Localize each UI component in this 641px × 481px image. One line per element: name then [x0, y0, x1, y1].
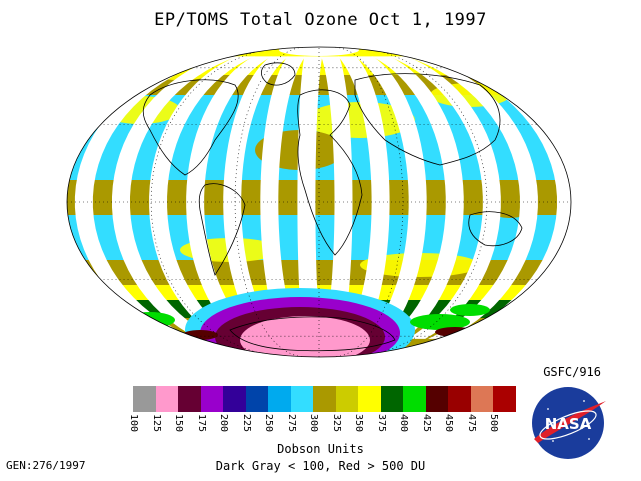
coastline — [260, 62, 296, 86]
legend-tick-label: 150 — [173, 414, 184, 433]
legend-swatch — [470, 386, 493, 412]
legend-tick-label: 350 — [353, 414, 364, 433]
orbit-gap-stripe — [337, 56, 390, 339]
orbit-gap-stripe — [186, 56, 272, 339]
coastline — [229, 316, 396, 352]
legend-tick-label: 100 — [128, 414, 139, 433]
legend-tick-label: 425 — [420, 414, 432, 433]
legend-swatch — [358, 386, 381, 412]
orbit-gap-stripe — [405, 56, 538, 339]
legend-tick-label: 500 — [488, 414, 499, 433]
logo-wordmark: NASA — [545, 415, 592, 433]
legend-tick-label: 275 — [285, 414, 297, 433]
north-pole-no-data — [279, 47, 359, 56]
legend-swatch — [425, 386, 448, 412]
legend-swatch — [200, 386, 223, 412]
legend-tick-label: 175 — [195, 414, 207, 433]
legend-swatch — [380, 386, 403, 412]
orbit-gap-stripe — [321, 56, 353, 339]
coastlines — [142, 62, 523, 352]
orbit-gap-stripe — [149, 56, 255, 339]
ozone-hole-contour — [240, 316, 370, 357]
gen-label: GEN:276/1997 — [6, 459, 86, 472]
legend-tick-label: 325 — [330, 414, 342, 433]
legend-swatch — [245, 386, 268, 412]
legend-tick-label: 300 — [308, 414, 319, 433]
map-title: EP/TOMS Total Ozone Oct 1, 1997 — [154, 10, 487, 30]
coastline — [468, 211, 523, 247]
graticule-meridian — [345, 47, 488, 357]
legend-tick-label: 125 — [150, 414, 162, 433]
legend-swatch — [268, 386, 291, 412]
legend-swatch — [223, 386, 246, 412]
ozone-band — [67, 75, 571, 95]
units-label: Dobson Units — [277, 442, 364, 456]
orbit-gap-stripe — [388, 56, 501, 339]
legend-swatch — [178, 386, 201, 412]
globe-outline — [66, 46, 572, 358]
legend-swatch — [313, 386, 336, 412]
legend-swatch — [403, 386, 426, 412]
high-ozone-patch — [450, 304, 490, 316]
legend-swatch — [155, 386, 178, 412]
high-ozone-patch — [410, 314, 470, 330]
legend-tick-label: 400 — [398, 414, 409, 433]
legend-tick-label: 225 — [240, 414, 252, 433]
nasa-logo-icon: NASA — [532, 387, 606, 459]
graticule-meridian — [150, 47, 293, 357]
very-high-ozone-patch — [435, 327, 475, 337]
legend-tick-label: 450 — [443, 414, 454, 433]
orbit-gap-stripe — [223, 56, 289, 339]
graticule-meridian — [332, 47, 404, 357]
coastline — [142, 79, 239, 176]
graticule-meridian — [234, 47, 306, 357]
legend-swatch — [133, 386, 156, 412]
orbit-gap-stripe — [422, 56, 571, 339]
graticule — [67, 47, 571, 357]
coastline — [354, 73, 501, 166]
orbit-gap-stripe — [297, 56, 323, 339]
orbit-gap-stripe — [354, 56, 427, 339]
range-note: Dark Gray < 100, Red > 500 DU — [215, 459, 426, 473]
legend-tick-label: 200 — [218, 414, 229, 433]
legend-tick-label: 250 — [263, 414, 274, 433]
credit-label: GSFC/916 — [543, 365, 601, 379]
legend-swatch — [335, 386, 358, 412]
orbit-gap-stripe — [371, 56, 464, 339]
orbit-gap-stripe — [74, 56, 222, 339]
legend-tick-label: 475 — [465, 414, 477, 433]
legend-swatch — [290, 386, 313, 412]
coastline — [297, 89, 363, 256]
legend-swatch — [493, 386, 516, 412]
legend-tick-label: 375 — [375, 414, 387, 433]
orbit-gap-stripes — [74, 47, 571, 339]
orbit-gap-stripe — [260, 56, 306, 339]
legend-swatch — [448, 386, 471, 412]
orbit-gap-stripe — [111, 56, 239, 339]
